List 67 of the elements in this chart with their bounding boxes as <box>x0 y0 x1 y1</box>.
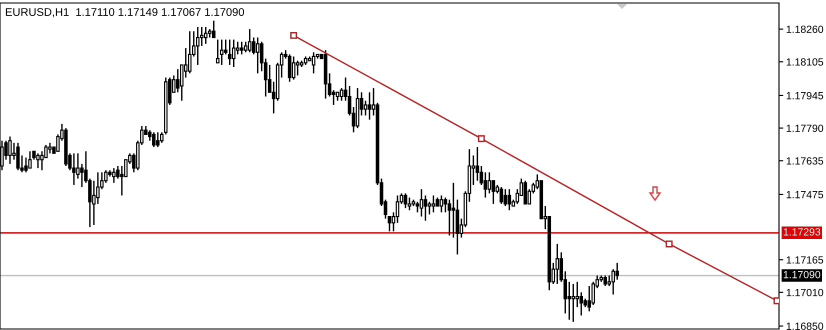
candlestick <box>603 274 607 287</box>
candlestick <box>504 188 508 207</box>
candlestick <box>28 150 32 169</box>
candlestick <box>440 194 444 214</box>
candlestick <box>424 194 428 222</box>
candlestick <box>312 52 316 74</box>
candlestick <box>476 146 480 182</box>
candlestick <box>112 167 116 184</box>
y-tick-label: 1.16850 <box>786 322 824 330</box>
candlestick <box>568 281 572 320</box>
candlestick <box>428 201 432 216</box>
ref-line-label: 1.17293 <box>784 228 820 236</box>
point <box>666 240 673 248</box>
candlestick <box>240 41 244 56</box>
point <box>290 32 298 39</box>
candlestick <box>188 30 192 74</box>
y-tick-label: 1.17475 <box>786 191 824 198</box>
candlestick <box>340 87 344 102</box>
chart-title: EURUSD,H1 1.17110 1.17149 1.17067 1.17090 <box>6 8 244 18</box>
candlestick <box>36 152 40 169</box>
candlestick <box>204 26 208 45</box>
y-tick-label: 1.17010 <box>786 288 824 296</box>
candlestick <box>432 194 436 214</box>
candlestick <box>508 188 512 211</box>
candlestick <box>288 54 292 82</box>
candlestick <box>16 142 20 171</box>
candlestick <box>292 56 296 80</box>
y-tick-label: 1.17635 <box>786 157 824 165</box>
candlestick <box>587 285 591 312</box>
candlestick <box>296 60 300 76</box>
candlestick <box>368 92 372 120</box>
candlestick <box>216 38 220 64</box>
candlestick <box>40 150 44 171</box>
y-tick-label: 1.17165 <box>786 256 824 264</box>
candlestick <box>420 188 424 218</box>
candlestick <box>244 41 248 53</box>
candlestick <box>500 186 504 205</box>
y-tick-label: 1.18105 <box>786 58 824 66</box>
y-tick-label: 1.18260 <box>786 26 824 33</box>
candlestick <box>408 196 412 211</box>
candlestick <box>404 192 408 209</box>
candlestick <box>615 262 619 280</box>
candlestick <box>572 283 576 323</box>
candlestick <box>156 132 160 148</box>
point <box>478 135 485 142</box>
y-tick-label: 1.17790 <box>786 124 824 132</box>
candlestick <box>24 156 28 174</box>
candlestick <box>236 41 240 56</box>
candlestick <box>228 38 232 66</box>
candlestick <box>220 38 224 66</box>
candlestick <box>196 26 200 66</box>
candlestick <box>256 36 260 74</box>
candlestick <box>212 20 216 38</box>
candlestick <box>416 201 420 214</box>
candlestick <box>72 152 76 186</box>
candlestick <box>364 100 368 116</box>
y-tick-label: 1.17945 <box>786 92 824 100</box>
candlestick <box>48 142 52 154</box>
ref-line-label: 1.17090 <box>784 270 820 278</box>
candlestick <box>576 281 580 308</box>
candlestick <box>232 38 236 68</box>
candlestick <box>248 28 252 53</box>
candlestick <box>152 132 156 148</box>
candlestick <box>8 136 12 165</box>
candlestick <box>524 180 528 205</box>
candlestick <box>488 172 492 194</box>
candlestick <box>556 243 560 285</box>
